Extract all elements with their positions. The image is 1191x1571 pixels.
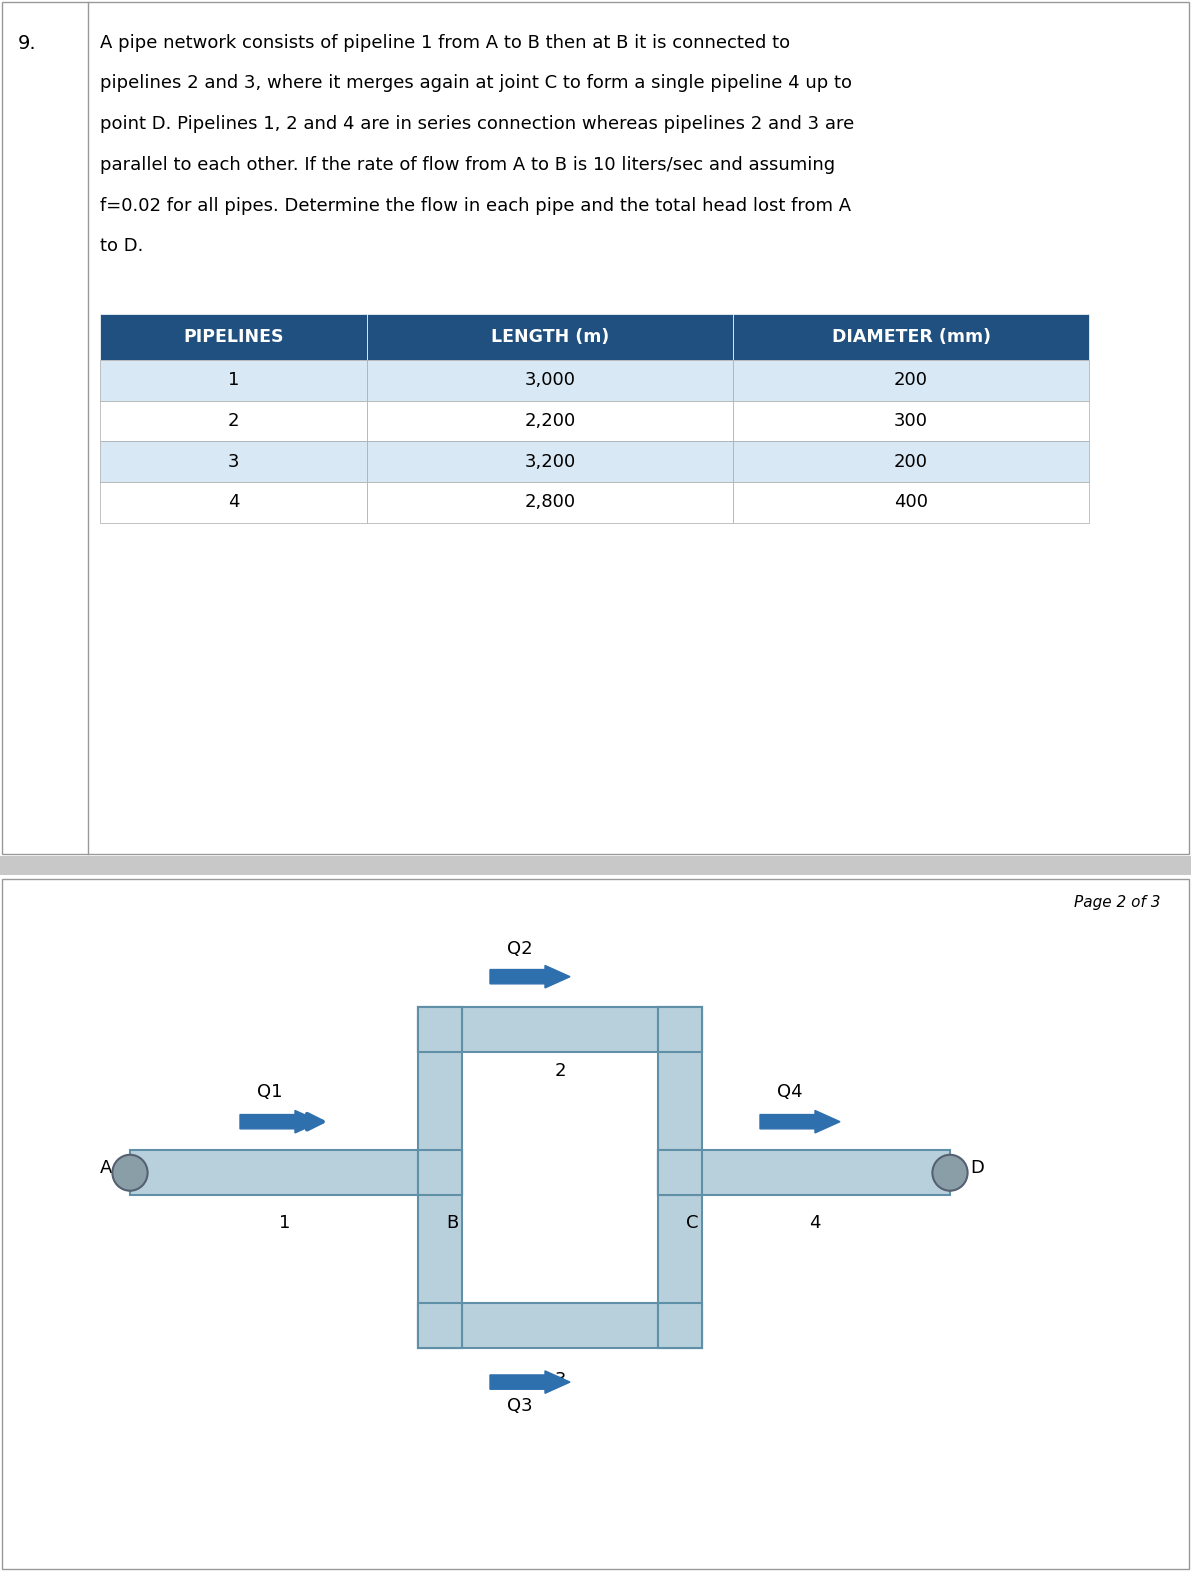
FancyArrow shape: [760, 1111, 840, 1133]
Text: 3,200: 3,200: [524, 452, 575, 471]
Bar: [657, 1007, 701, 1053]
Text: f=0.02 for all pipes. Determine the flow in each pipe and the total head lost fr: f=0.02 for all pipes. Determine the flow…: [100, 196, 852, 215]
Bar: [732, 360, 1089, 401]
Text: LENGTH (m): LENGTH (m): [491, 328, 609, 346]
Text: Q4: Q4: [778, 1084, 803, 1101]
Bar: [100, 441, 367, 482]
Bar: [732, 441, 1089, 482]
Text: Q3: Q3: [507, 1398, 532, 1415]
Text: 200: 200: [894, 452, 928, 471]
Bar: [418, 1150, 462, 1196]
Text: 2,200: 2,200: [524, 412, 575, 430]
Text: 2: 2: [554, 1062, 566, 1081]
FancyArrow shape: [490, 1371, 570, 1393]
Bar: [657, 1007, 701, 1348]
Bar: [418, 1007, 462, 1348]
Text: to D.: to D.: [100, 237, 143, 256]
Bar: [130, 1150, 462, 1196]
Text: 3: 3: [227, 452, 239, 471]
Text: 3: 3: [554, 1371, 566, 1389]
Bar: [100, 314, 367, 360]
Text: PIPELINES: PIPELINES: [183, 328, 283, 346]
Text: 2,800: 2,800: [524, 493, 575, 512]
Bar: [367, 360, 732, 401]
Bar: [732, 314, 1089, 360]
FancyArrow shape: [241, 1111, 320, 1133]
Text: parallel to each other. If the rate of flow from A to B is 10 liters/sec and ass: parallel to each other. If the rate of f…: [100, 156, 835, 174]
Text: 400: 400: [894, 493, 928, 512]
Bar: [418, 1007, 701, 1053]
Text: D: D: [969, 1159, 984, 1177]
Bar: [418, 1304, 701, 1348]
Text: pipelines 2 and 3, where it merges again at joint C to form a single pipeline 4 : pipelines 2 and 3, where it merges again…: [100, 74, 852, 93]
Bar: [732, 401, 1089, 441]
Bar: [367, 482, 732, 523]
Bar: [657, 1150, 950, 1196]
Circle shape: [112, 1155, 148, 1191]
Text: 4: 4: [809, 1213, 821, 1232]
Bar: [418, 1304, 462, 1348]
Text: 300: 300: [894, 412, 928, 430]
Text: 1: 1: [280, 1213, 291, 1232]
Circle shape: [933, 1155, 967, 1191]
Text: A pipe network consists of pipeline 1 from A to B then at B it is connected to: A pipe network consists of pipeline 1 fr…: [100, 33, 790, 52]
Text: B: B: [445, 1213, 459, 1232]
Bar: [100, 401, 367, 441]
Bar: [100, 360, 367, 401]
Text: Page 2 of 3: Page 2 of 3: [1074, 895, 1161, 910]
Text: 2: 2: [227, 412, 239, 430]
Bar: [100, 482, 367, 523]
Text: 1: 1: [227, 371, 239, 390]
FancyArrow shape: [490, 966, 570, 988]
Bar: [657, 1304, 701, 1348]
Bar: [657, 1150, 701, 1196]
Bar: [367, 401, 732, 441]
Text: Q2: Q2: [507, 941, 532, 958]
Bar: [732, 482, 1089, 523]
Bar: [418, 1007, 462, 1053]
Text: Q1: Q1: [257, 1084, 282, 1101]
Text: 3,000: 3,000: [524, 371, 575, 390]
Text: DIAMETER (mm): DIAMETER (mm): [831, 328, 991, 346]
Bar: [367, 441, 732, 482]
Text: C: C: [686, 1213, 698, 1232]
Text: 4: 4: [227, 493, 239, 512]
Bar: [367, 314, 732, 360]
Text: 200: 200: [894, 371, 928, 390]
Text: 9.: 9.: [18, 33, 37, 52]
Text: A: A: [100, 1159, 112, 1177]
Text: point D. Pipelines 1, 2 and 4 are in series connection whereas pipelines 2 and 3: point D. Pipelines 1, 2 and 4 are in ser…: [100, 115, 854, 134]
